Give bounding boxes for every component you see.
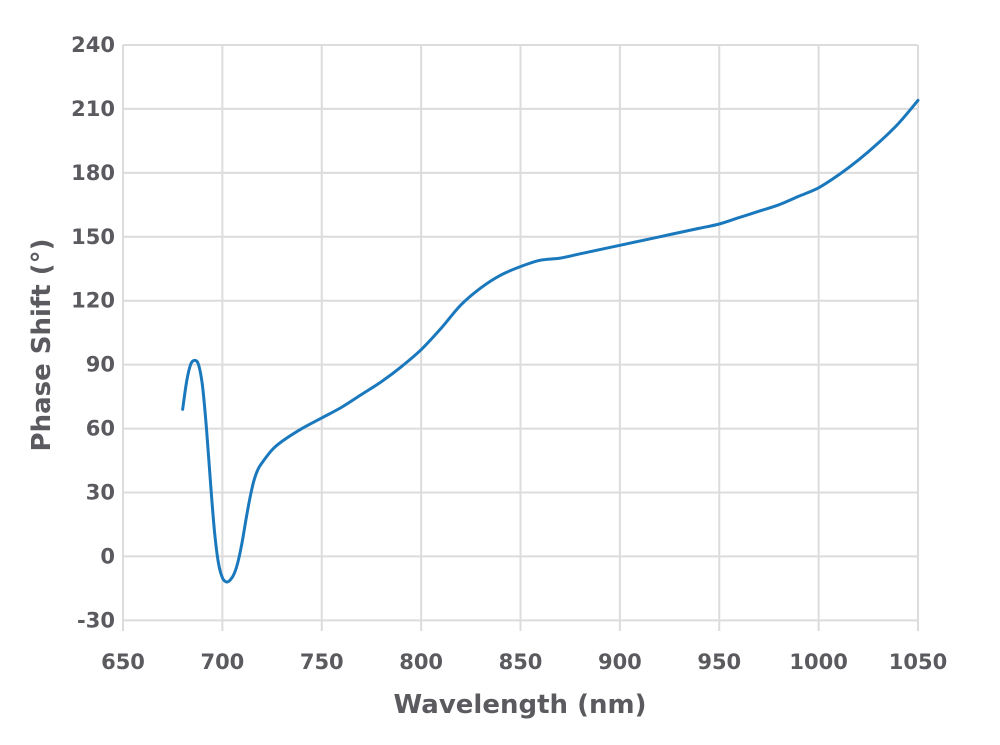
x-tick-label: 650 xyxy=(101,650,145,674)
y-tick-label: 180 xyxy=(71,161,115,185)
x-tick-label: 950 xyxy=(697,650,741,674)
series-layer xyxy=(181,98,920,584)
grid xyxy=(122,44,919,631)
y-axis-ticks: -30 0 30 60 90 120 150 180 210 240 xyxy=(71,33,115,632)
series-line xyxy=(181,98,920,584)
x-axis-ticks: 650 700 750 800 850 900 950 1000 1050 xyxy=(101,650,947,674)
y-axis-label: Phase Shift (°) xyxy=(27,239,57,452)
y-tick-label: 240 xyxy=(71,33,115,57)
y-tick-label: 150 xyxy=(71,225,115,249)
y-tick-label: 90 xyxy=(86,353,115,377)
x-tick-label: 1050 xyxy=(889,650,947,674)
y-tick-label: -30 xyxy=(77,608,115,632)
x-axis-label: Wavelength (nm) xyxy=(394,690,647,720)
x-tick-label: 900 xyxy=(598,650,642,674)
y-tick-label: 60 xyxy=(86,417,115,441)
x-tick-label: 700 xyxy=(200,650,244,674)
x-tick-label: 800 xyxy=(399,650,443,674)
x-tick-label: 850 xyxy=(499,650,543,674)
y-tick-label: 30 xyxy=(86,480,115,504)
y-tick-label: 210 xyxy=(71,97,115,121)
y-tick-label: 0 xyxy=(100,544,115,568)
x-tick-label: 1000 xyxy=(789,650,847,674)
y-tick-label: 120 xyxy=(71,289,115,313)
x-tick-label: 750 xyxy=(300,650,344,674)
